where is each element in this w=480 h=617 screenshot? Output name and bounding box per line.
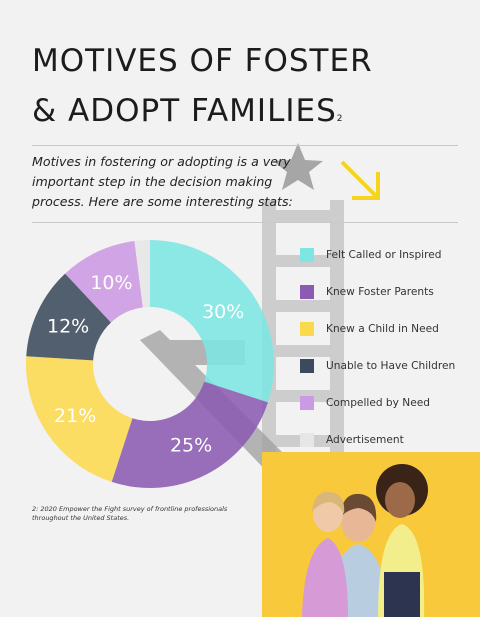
legend-item: Knew Foster Parents: [300, 273, 470, 310]
slice-label: 21%: [54, 405, 96, 427]
legend-item: Unable to Have Children: [300, 347, 470, 384]
legend-label: Knew Foster Parents: [326, 285, 434, 298]
arrow-icon: [340, 160, 380, 200]
legend-label: Knew a Child in Need: [326, 322, 439, 335]
legend-item: Knew a Child in Need: [300, 310, 470, 347]
title-line-2-text: & ADOPT FAMILIES: [32, 93, 337, 129]
legend-swatch: [300, 284, 314, 299]
page-title: MOTIVES OF FOSTER & ADOPT FAMILIES2: [32, 36, 452, 136]
title-line-1: MOTIVES OF FOSTER: [32, 43, 373, 79]
legend-swatch: [300, 247, 314, 262]
donut-slice-3: [26, 356, 133, 482]
family-photo: [262, 452, 480, 617]
slice-label: 12%: [47, 315, 89, 337]
legend-swatch: [300, 321, 314, 336]
legend-item: Advertisement: [300, 421, 470, 458]
slice-label: 30%: [202, 301, 244, 323]
divider-top: [32, 145, 458, 146]
legend-label: Unable to Have Children: [326, 359, 456, 372]
donut-slice-5: [65, 240, 143, 323]
legend-label: Felt Called or Inspired: [326, 248, 442, 261]
legend-item: Felt Called or Inspired: [300, 236, 470, 273]
divider-bottom: [32, 222, 458, 223]
legend-swatch: [300, 358, 314, 373]
legend-label: Compelled by Need: [326, 396, 430, 409]
footnote: 2: 2020 Empower the Fight survey of fron…: [32, 505, 228, 522]
legend-label: Advertisement: [326, 433, 404, 446]
legend-swatch: [300, 432, 314, 447]
photo-illustration: [262, 452, 480, 617]
slice-label: 10%: [90, 272, 132, 294]
legend-item: Compelled by Need: [300, 384, 470, 421]
footnote-ref: 2: [336, 114, 343, 124]
donut-slice-4: [26, 273, 111, 361]
legend-swatch: [300, 395, 314, 410]
star-icon: [273, 143, 323, 190]
chart-legend: Felt Called or Inspired Knew Foster Pare…: [300, 236, 470, 458]
intro-text: Motives in fostering or adopting is a ve…: [32, 154, 293, 209]
title-line-2: & ADOPT FAMILIES2: [32, 86, 452, 136]
slice-label: 25%: [170, 435, 212, 457]
donut-slice-1: [150, 240, 274, 403]
donut-slice-2: [111, 381, 268, 488]
donut-slice-6: [134, 240, 150, 308]
